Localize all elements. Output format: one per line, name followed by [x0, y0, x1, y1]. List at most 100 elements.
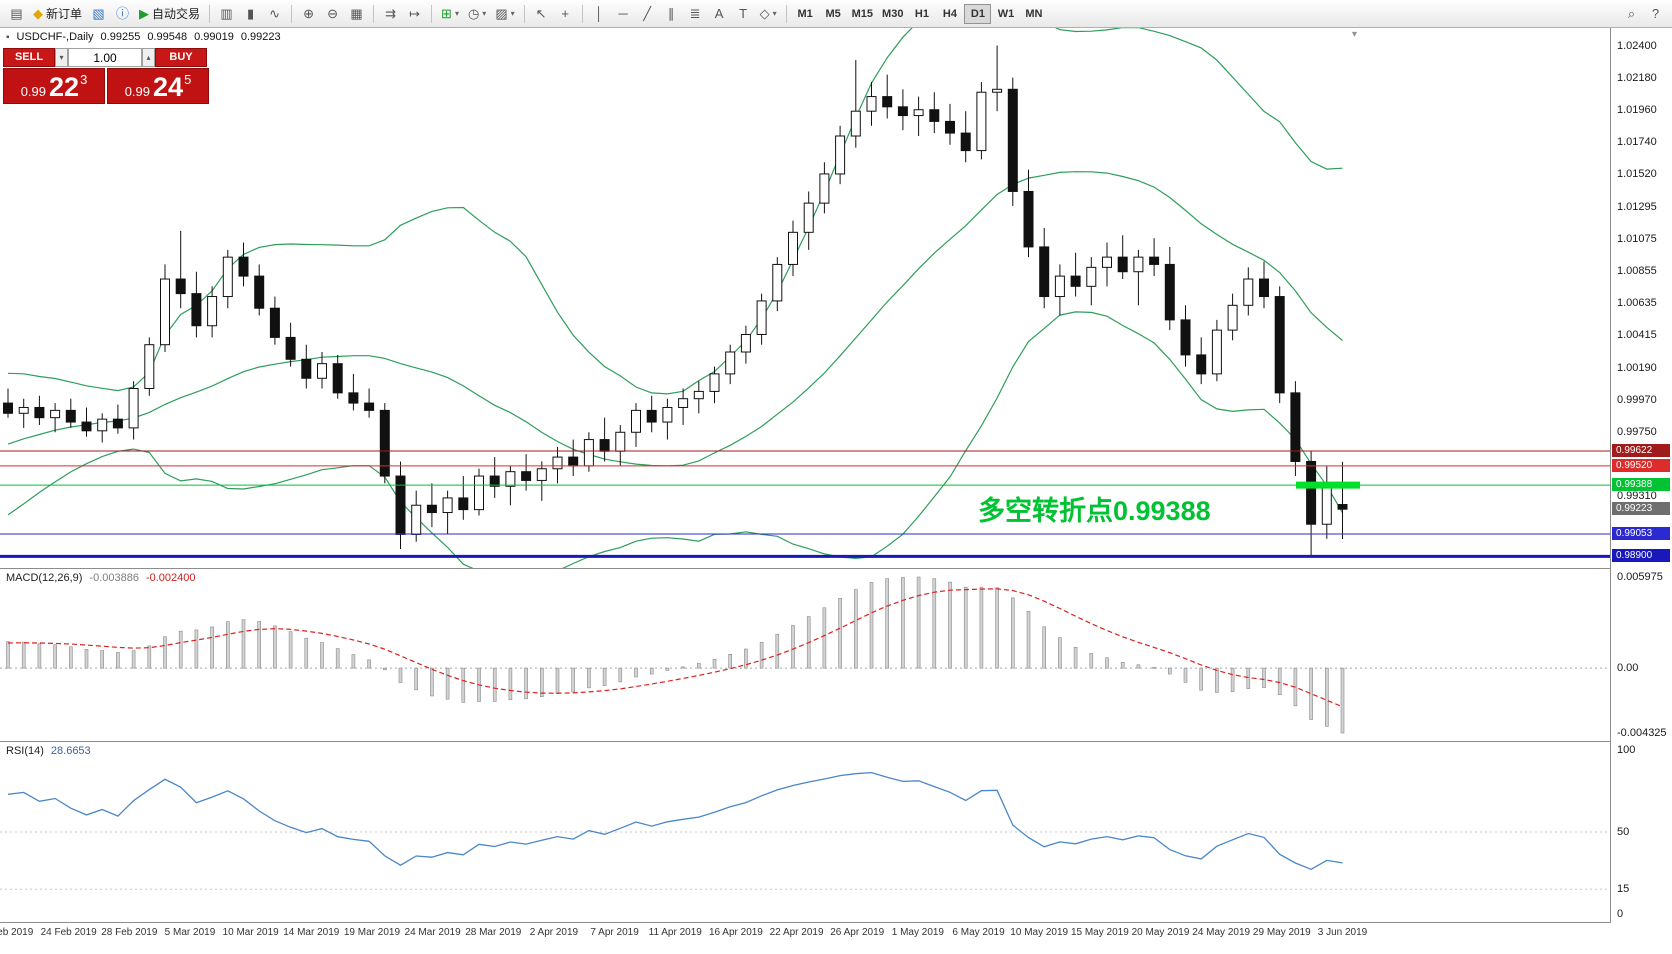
toolbar-separator	[431, 4, 433, 23]
macd-indicator-canvas[interactable]	[0, 569, 1610, 741]
sell-price-button[interactable]: 0.99 22 3	[3, 68, 105, 104]
candle-body	[505, 471, 516, 487]
templates-button[interactable]: ▨ ▾	[491, 3, 518, 25]
cursor-button[interactable]: ↖	[530, 3, 553, 25]
macd-bar	[901, 577, 905, 669]
timeframe-h1-button[interactable]: H1	[908, 4, 935, 24]
new-chart-button[interactable]: ▤	[5, 3, 28, 25]
line-chart-button[interactable]: ∿	[263, 3, 286, 25]
info-icon: ⓘ	[116, 6, 130, 21]
candlestick-chart-icon: ▮	[246, 6, 255, 21]
macd-label: MACD(12,26,9) -0.003886 -0.002400	[6, 572, 196, 584]
chevron-down-icon: ▾	[482, 9, 487, 18]
text-tool-button[interactable]: A	[708, 3, 731, 25]
buy-button[interactable]: BUY	[155, 48, 207, 67]
chart-shift-button[interactable]: ↦	[403, 3, 426, 25]
trendline-tool-button[interactable]: ╱	[636, 3, 659, 25]
periods-button[interactable]: ◷ ▾	[464, 3, 490, 25]
zoom-in-button[interactable]: ⊕	[297, 3, 320, 25]
macd-bar	[1230, 667, 1235, 693]
price-chart-canvas[interactable]: 多空转折点0.99388	[0, 28, 1610, 568]
macd-bar	[759, 641, 764, 669]
auto-scroll-icon: ⇉	[385, 6, 396, 21]
auto-trading-button[interactable]: ▶ 自动交易	[135, 3, 204, 25]
macd-bar	[1089, 653, 1094, 669]
toolbar-separator	[523, 4, 525, 23]
panel-separator[interactable]	[0, 741, 1672, 742]
tile-windows-button[interactable]: ▦	[345, 3, 368, 25]
timeframe-m15-button[interactable]: M15	[848, 4, 877, 24]
timeframe-m30-button[interactable]: M30	[878, 4, 907, 24]
candle-body	[788, 231, 798, 265]
toolbar-separator	[291, 4, 293, 23]
date-label: 26 Apr 2019	[830, 927, 885, 938]
vertical-line-tool-button[interactable]: │	[588, 3, 611, 25]
macd-bar	[822, 607, 827, 669]
sell-button[interactable]: SELL	[3, 48, 55, 67]
profiles-button[interactable]: ▧	[87, 3, 110, 25]
timeframe-h4-button[interactable]: H4	[936, 4, 963, 24]
ohlc-low: 0.99019	[194, 31, 234, 43]
date-label: 22 Apr 2019	[769, 927, 824, 938]
zoom-out-button[interactable]: ⊖	[321, 3, 344, 25]
timeframe-w1-button[interactable]: W1	[992, 4, 1019, 24]
candle-body	[1164, 263, 1175, 321]
candle-body	[1243, 278, 1254, 306]
macd-bar	[210, 626, 214, 669]
macd-bar	[539, 667, 544, 697]
help-button[interactable]: ?	[1644, 3, 1667, 25]
crosshair-button[interactable]: +	[554, 3, 577, 25]
chart-shift-marker: ▾	[1352, 29, 1358, 40]
timeframe-d1-button[interactable]: D1	[964, 3, 992, 24]
macd-axis-label: 0.005975	[1617, 571, 1663, 583]
volume-decrease-button[interactable]: ▾	[55, 48, 68, 67]
search-button[interactable]: ⌕	[1620, 3, 1643, 25]
macd-bar	[241, 619, 246, 669]
shapes-tool-button[interactable]: ◇ ▾	[756, 3, 781, 25]
help-icon: ?	[1651, 6, 1660, 21]
info-button[interactable]: ⓘ	[111, 3, 134, 25]
auto-scroll-button[interactable]: ⇉	[379, 3, 402, 25]
rsi-indicator-canvas[interactable]	[0, 742, 1610, 922]
date-label: 28 Feb 2019	[101, 927, 158, 938]
zoom-out-icon: ⊖	[327, 6, 338, 21]
horizontal-line-tool-button[interactable]: ─	[612, 3, 635, 25]
price-tick-label: 1.01520	[1617, 167, 1657, 180]
label-tool-button[interactable]: T	[732, 3, 755, 25]
candle-body	[631, 409, 641, 433]
channel-tool-button[interactable]: ∥	[660, 3, 683, 25]
macd-bar	[1215, 667, 1219, 693]
candle-body	[207, 296, 218, 327]
timeframe-mn-button[interactable]: MN	[1020, 4, 1047, 24]
macd-bar	[1152, 667, 1156, 669]
horizontal-lines	[0, 450, 1610, 558]
bar-chart-button[interactable]: ▥	[215, 3, 238, 25]
time-axis[interactable]: 9 Feb 2019 24 Feb 2019 28 Feb 2019 5 Mar 20…	[0, 923, 1672, 954]
price-axis[interactable]: 1.02400 1.02180 1.01960 1.01740 1.01520 1.012…	[1610, 28, 1672, 923]
macd-bar	[226, 621, 230, 669]
macd-signal-line	[7, 588, 1343, 708]
fibonacci-icon: ≣	[689, 6, 701, 21]
macd-bar	[618, 667, 623, 683]
macd-bar	[869, 582, 874, 669]
indicators-button[interactable]: ⊞ ▾	[437, 3, 463, 25]
rsi-axis-label: 15	[1617, 883, 1630, 896]
timeframe-m5-button[interactable]: M5	[820, 4, 847, 24]
timeframe-m1-button[interactable]: M1	[792, 4, 819, 24]
volume-increase-button[interactable]: ▴	[142, 48, 155, 67]
panel-separator[interactable]	[0, 568, 1672, 569]
candle-body	[269, 307, 280, 338]
buy-price-button[interactable]: 0.99 24 5	[107, 68, 209, 104]
macd-bar	[53, 644, 57, 669]
candle-body	[583, 439, 594, 467]
fibonacci-tool-button[interactable]: ≣	[684, 3, 707, 25]
bollinger-lower	[7, 311, 1344, 568]
new-order-button[interactable]: ◆ 新订单	[29, 3, 86, 25]
candlestick-chart-button[interactable]: ▮	[239, 3, 262, 25]
macd-bar	[963, 586, 968, 669]
macd-bar	[414, 667, 419, 691]
macd-axis-label: 0.00	[1617, 662, 1639, 675]
volume-input[interactable]	[68, 48, 142, 67]
candle-body	[803, 202, 814, 233]
trade-panel-controls: SELL ▾ ▴ BUY	[3, 48, 209, 67]
